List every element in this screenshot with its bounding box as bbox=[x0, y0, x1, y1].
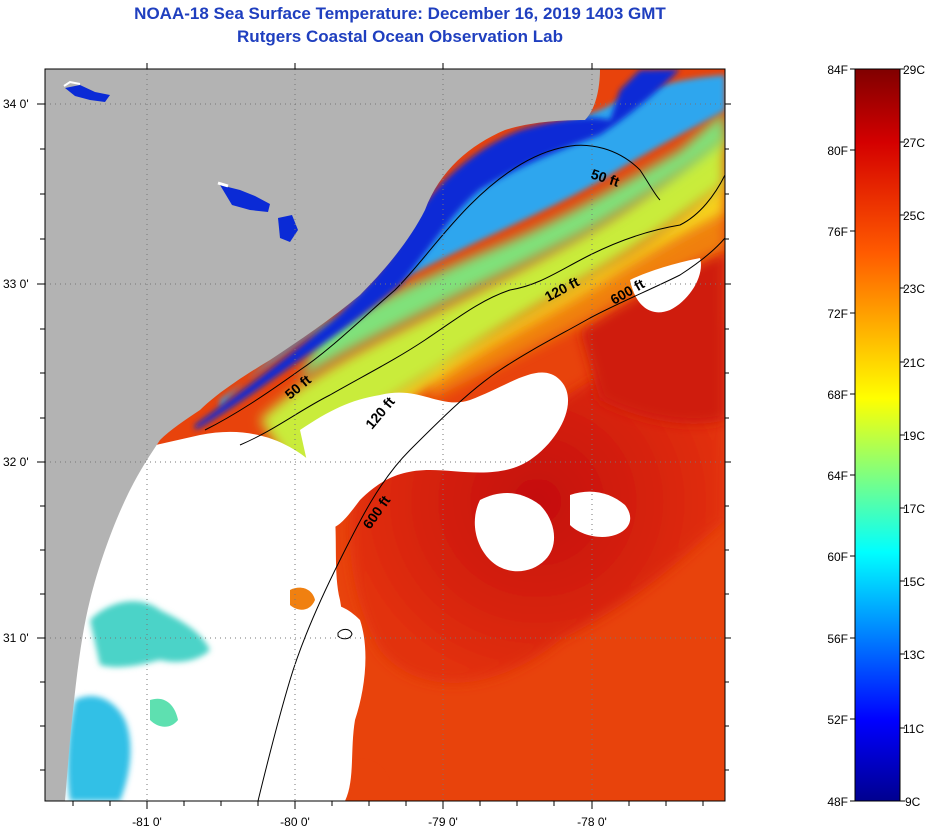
lon-label-78: -78 0' bbox=[577, 815, 607, 829]
lat-label-31: 31 0' bbox=[3, 631, 29, 645]
colorbar: 84F 80F 76F 72F 68F 64F 60F 56F 52F 48F … bbox=[827, 63, 925, 809]
contour-600ft bbox=[257, 237, 725, 801]
colorbar-c-23: 23C bbox=[903, 282, 925, 296]
map-ticks bbox=[37, 63, 731, 809]
colorbar-c-13: 13C bbox=[903, 648, 925, 662]
graticule bbox=[45, 69, 725, 801]
cool-fragment-2 bbox=[67, 696, 131, 801]
colorbar-c-9: 9C bbox=[905, 795, 921, 809]
yellow-band bbox=[300, 180, 725, 510]
cloud-cover-southwest bbox=[45, 431, 352, 801]
lon-label-79: -79 0' bbox=[428, 815, 458, 829]
cloud-cover-central bbox=[300, 372, 569, 529]
colorbar-f-72: 72F bbox=[827, 307, 848, 321]
colorbar-f-80: 80F bbox=[827, 144, 848, 158]
cold-coastal-strip bbox=[195, 69, 680, 430]
green-shelf bbox=[260, 130, 725, 480]
lat-label-33: 33 0' bbox=[3, 277, 29, 291]
map-title: NOAA-18 Sea Surface Temperature: Decembe… bbox=[134, 4, 666, 23]
inland-lake-2 bbox=[220, 185, 270, 212]
colorbar-f-76: 76F bbox=[827, 225, 848, 239]
inland-lake-1 bbox=[65, 85, 110, 102]
colorbar-ticks bbox=[850, 68, 905, 802]
orange-band bbox=[430, 215, 725, 400]
lake-edge-2 bbox=[217, 181, 229, 188]
warm-fragment-1 bbox=[290, 587, 315, 610]
cloud-patch-1 bbox=[474, 493, 555, 572]
cyan-green-shelf bbox=[300, 110, 725, 380]
cool-fragment-3 bbox=[150, 698, 178, 727]
colorbar-c-27: 27C bbox=[903, 136, 925, 150]
contour-120ft bbox=[239, 174, 725, 446]
inland-lake-3 bbox=[278, 215, 298, 242]
lon-label-81: -81 0' bbox=[132, 815, 162, 829]
colorbar-f-84: 84F bbox=[827, 63, 848, 77]
colorbar-gradient bbox=[854, 68, 901, 802]
contour-50ft bbox=[204, 144, 661, 431]
colorbar-c-15: 15C bbox=[903, 575, 925, 589]
colorbar-f-68: 68F bbox=[827, 388, 848, 402]
cloud-patch-3 bbox=[630, 258, 701, 313]
colorbar-f-64: 64F bbox=[827, 469, 848, 483]
cloud-patch-4 bbox=[287, 603, 366, 801]
map-frame bbox=[44, 68, 726, 802]
lake-edge-1 bbox=[63, 80, 81, 87]
cloud-patch-2 bbox=[570, 491, 631, 537]
cool-nearshore bbox=[220, 75, 725, 410]
colorbar-c-21: 21C bbox=[903, 356, 925, 370]
colorbar-f-48: 48F bbox=[827, 795, 848, 809]
colorbar-c-11: 11C bbox=[903, 722, 924, 736]
colorbar-f-56: 56F bbox=[827, 632, 848, 646]
lat-label-32: 32 0' bbox=[3, 455, 29, 469]
colorbar-c-25: 25C bbox=[903, 209, 925, 223]
map-subtitle: Rutgers Coastal Ocean Observation Lab bbox=[237, 27, 563, 46]
colorbar-f-60: 60F bbox=[827, 550, 848, 564]
warm-fragment-2 bbox=[350, 758, 390, 801]
lat-label-34: 34 0' bbox=[3, 97, 29, 111]
lon-label-80: -80 0' bbox=[280, 815, 310, 829]
colorbar-c-19: 19C bbox=[903, 429, 925, 443]
colorbar-c-17: 17C bbox=[903, 502, 925, 516]
coastline-land bbox=[45, 69, 600, 801]
cool-fragment-1 bbox=[90, 601, 210, 668]
sst-field bbox=[45, 69, 725, 801]
colorbar-c-29: 29C bbox=[903, 63, 925, 77]
colorbar-f-52: 52F bbox=[827, 713, 848, 727]
